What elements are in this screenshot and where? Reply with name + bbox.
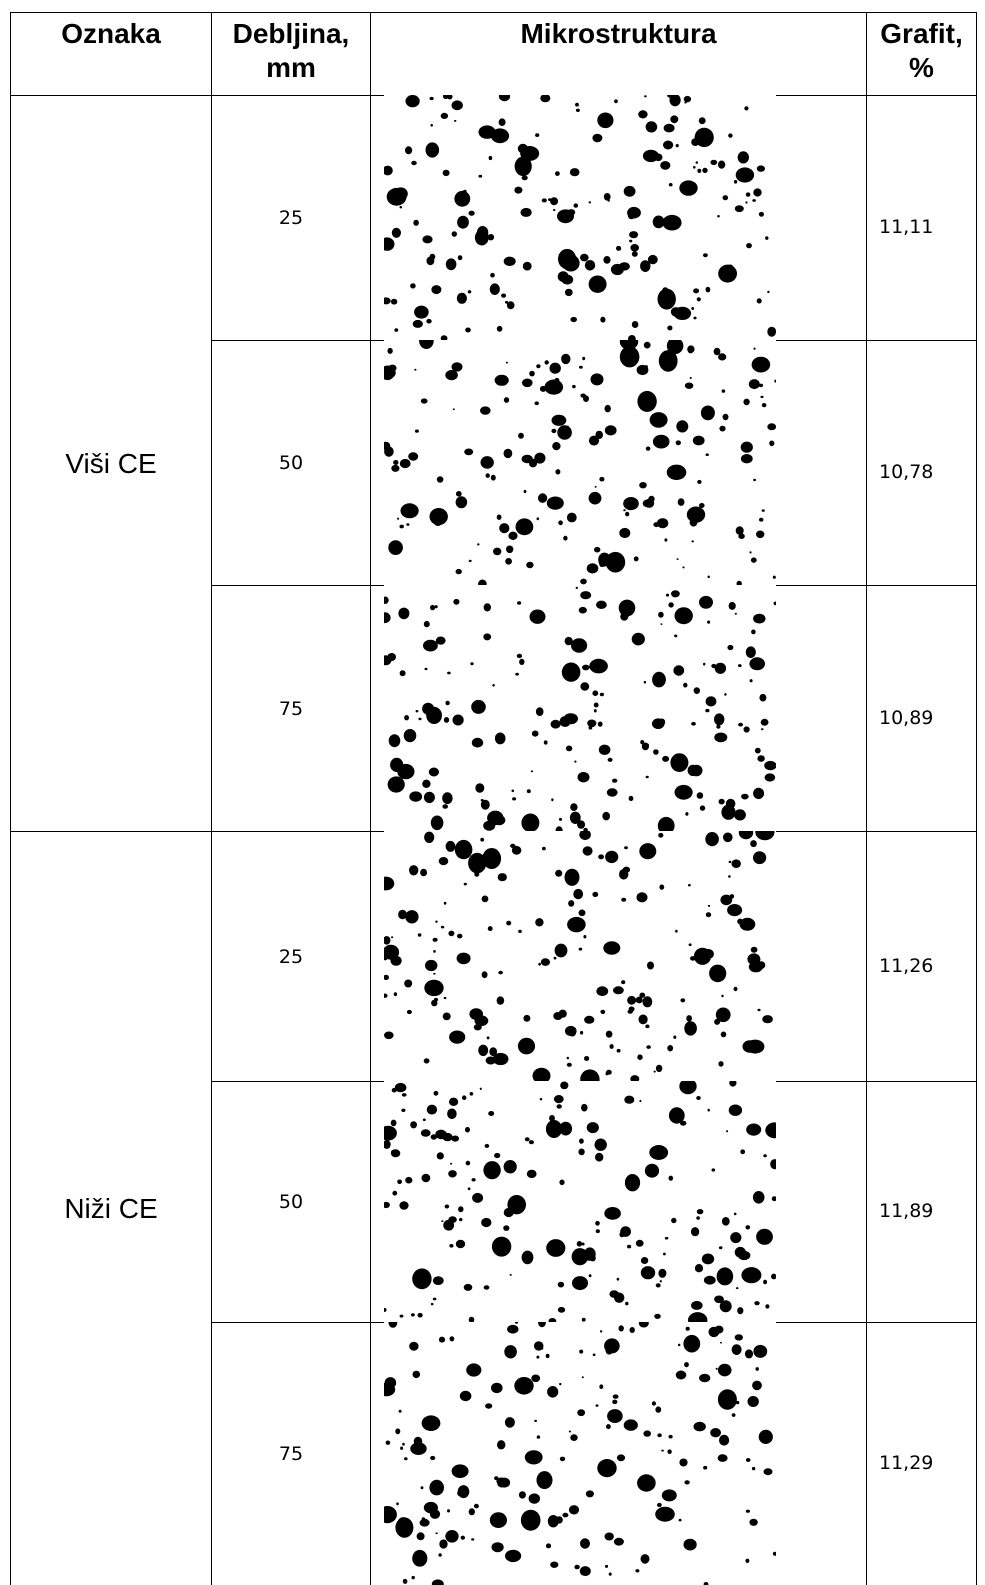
graphite-cell: 10,78 — [866, 340, 977, 586]
header-cell: Debljina, mm — [211, 12, 371, 96]
header-cell-text: Debljina, mm — [232, 18, 350, 83]
graphite-cell: 11,11 — [866, 95, 977, 341]
thickness-cell: 25 — [211, 95, 371, 341]
thickness-cell: 75 — [211, 585, 371, 832]
thickness-cell: 50 — [211, 1081, 371, 1323]
thickness-cell: 50 — [211, 340, 371, 586]
thickness-cell: 25 — [211, 831, 371, 1082]
graphite-cell-text: 10,89 — [879, 706, 934, 729]
thickness-cell-text: 50 — [278, 1191, 304, 1213]
graphite-cell: 11,29 — [866, 1322, 977, 1585]
thickness-cell: 75 — [211, 1322, 371, 1585]
thickness-cell-text: 50 — [278, 452, 304, 474]
micrograph — [384, 1322, 776, 1585]
header-cell: Oznaka — [10, 12, 212, 96]
header-cell: Mikrostruktura — [370, 12, 867, 96]
group-cell-text: Viši CE — [65, 447, 157, 479]
graphite-cell: 10,89 — [866, 585, 977, 832]
micrograph — [384, 1081, 776, 1322]
group-cell: Viši CE — [10, 95, 212, 832]
graphite-cell-text: 11,29 — [879, 1452, 934, 1474]
thickness-cell-text: 75 — [278, 1443, 304, 1465]
graphite-cell-text: 11,11 — [879, 216, 934, 238]
graphite-cell-text: 10,78 — [879, 461, 934, 483]
thickness-cell-text: 25 — [278, 207, 304, 229]
micrograph — [384, 95, 776, 340]
graphite-cell: 11,89 — [866, 1081, 977, 1323]
header-cell-text: Oznaka — [61, 18, 161, 49]
group-cell: Niži CE — [10, 831, 212, 1585]
graphite-cell-text: 11,89 — [879, 1200, 934, 1222]
header-cell-text: Mikrostruktura — [520, 18, 717, 49]
micrograph — [384, 831, 776, 1081]
header-cell-text: Grafit, % — [880, 18, 963, 83]
thickness-cell-text: 25 — [278, 945, 304, 968]
micrograph — [384, 340, 776, 585]
graphite-cell-text: 11,26 — [879, 954, 934, 977]
graphite-cell: 11,26 — [866, 831, 977, 1082]
group-cell-text: Niži CE — [64, 1192, 158, 1224]
thickness-cell-text: 75 — [278, 697, 304, 720]
micrograph — [384, 585, 776, 831]
header-cell: Grafit, % — [866, 12, 977, 96]
